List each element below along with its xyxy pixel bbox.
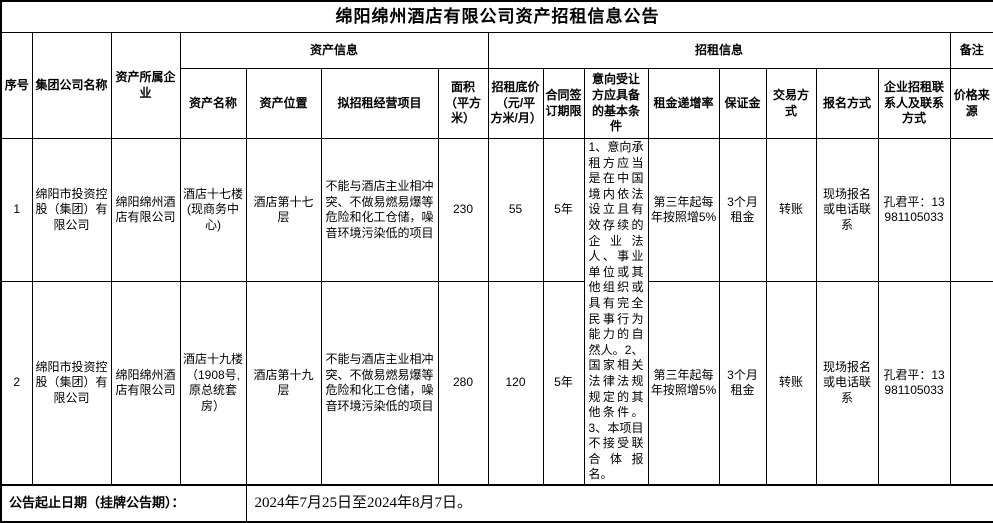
cell-transaction-method: 转账 [765, 281, 817, 486]
cell-price-source [949, 137, 993, 283]
cell-contact: 孔君平：13981105033 [877, 137, 951, 283]
cell-asset-owner: 绵阳绵州酒店有限公司 [110, 137, 181, 283]
col-header-conditions: 意向受让方应具备的基本条件 [583, 68, 649, 139]
col-header-proposed-business: 拟招租经营项目 [320, 68, 439, 139]
column-header-row: 资产名称 资产位置 拟招租经营项目 面积（平方米） 招租底价（元/平方米/月） … [1, 68, 993, 139]
group-header-remarks: 备注 [949, 32, 993, 69]
cell-contact: 孔君平：13981105033 [877, 281, 951, 486]
group-header-asset-info: 资产信息 [179, 32, 489, 69]
cell-seq: 2 [0, 281, 33, 486]
col-header-asset-name: 资产名称 [179, 68, 247, 139]
col-header-rent-increase: 租金递增率 [647, 68, 720, 139]
col-header-area: 面积（平方米） [437, 68, 489, 139]
cell-deposit: 3个月租金 [718, 137, 767, 283]
announcement-period-label: 公告起止日期（挂牌公告期）： [0, 484, 247, 523]
cell-base-price: 120 [487, 281, 544, 486]
cell-group-company: 绵阳市投资控股（集团）有限公司 [31, 281, 112, 486]
col-header-deposit: 保证金 [718, 68, 767, 139]
table-row: 1 绵阳市投资控股（集团）有限公司 绵阳绵州酒店有限公司 酒店十七楼(现商务中心… [0, 137, 993, 486]
col-header-transaction-method: 交易方式 [765, 68, 817, 139]
group-header-rental-info: 招租信息 [487, 32, 951, 69]
cell-asset-owner: 绵阳绵州酒店有限公司 [110, 281, 181, 486]
footer-row: 公告起止日期（挂牌公告期）： 2024年7月25日至2024年8月7日。 [0, 484, 993, 523]
col-header-asset-owner: 资产所属企业 [110, 32, 181, 139]
cell-asset-name: 酒店十九楼（1908号,原总统套房） [179, 281, 247, 486]
cell-proposed-business: 不能与酒店主业相冲突、不做易燃易爆等危险和化工仓储，噪音环境污染低的项目 [320, 281, 439, 486]
col-header-registration-method: 报名方式 [815, 68, 879, 139]
cell-rent-increase: 第三年起每年按照增5% [647, 137, 720, 283]
cell-seq: 1 [0, 137, 33, 283]
col-header-group-company: 集团公司名称 [31, 32, 112, 139]
cell-asset-location: 酒店第十九层 [245, 281, 322, 486]
cell-proposed-business: 不能与酒店主业相冲突、不做易燃易爆等危险和化工仓储，噪音环境污染低的项目 [320, 137, 439, 283]
title-row: 绵阳绵州酒店有限公司资产招租信息公告 [0, 0, 993, 33]
table-row: 2 绵阳市投资控股（集团）有限公司 绵阳绵州酒店有限公司 酒店十九楼（1908号… [0, 281, 993, 486]
col-header-base-price: 招租底价（元/平方米/月） [487, 68, 544, 139]
cell-registration-method: 现场报名或电话联系 [815, 137, 879, 283]
col-header-contract-term: 合同签订期限 [542, 68, 585, 139]
cell-conditions-merged: 1、意向承租方应当是在中国境内依法设立且有效存续的企业法人、事业单位或其他组织或… [583, 138, 649, 486]
cell-transaction-method: 转账 [765, 137, 817, 283]
cell-contract-term: 5年 [542, 137, 585, 283]
cell-asset-name: 酒店十七楼(现商务中心) [179, 137, 247, 283]
cell-group-company: 绵阳市投资控股（集团）有限公司 [31, 137, 112, 283]
cell-area: 280 [437, 281, 489, 486]
cell-deposit: 3个月租金 [718, 281, 767, 486]
cell-asset-location: 酒店第十七层 [245, 137, 322, 283]
cell-registration-method: 现场报名或电话联系 [815, 281, 879, 486]
cell-rent-increase: 第三年起每年按照增5% [647, 281, 720, 486]
announcement-period-value: 2024年7月25日至2024年8月7日。 [245, 484, 993, 523]
cell-price-source [949, 281, 993, 486]
group-header-row: 序号 集团公司名称 资产所属企业 资产信息 招租信息 备注 [0, 32, 993, 139]
col-header-price-source: 价格来源 [949, 68, 993, 139]
col-header-seq: 序号 [0, 32, 33, 139]
page-title: 绵阳绵州酒店有限公司资产招租信息公告 [0, 0, 993, 33]
col-header-asset-location: 资产位置 [245, 68, 322, 139]
cell-contract-term: 5年 [542, 281, 585, 486]
cell-area: 230 [437, 137, 489, 283]
cell-base-price: 55 [487, 137, 544, 283]
col-header-contact: 企业招租联系人及联系方式 [877, 68, 951, 139]
